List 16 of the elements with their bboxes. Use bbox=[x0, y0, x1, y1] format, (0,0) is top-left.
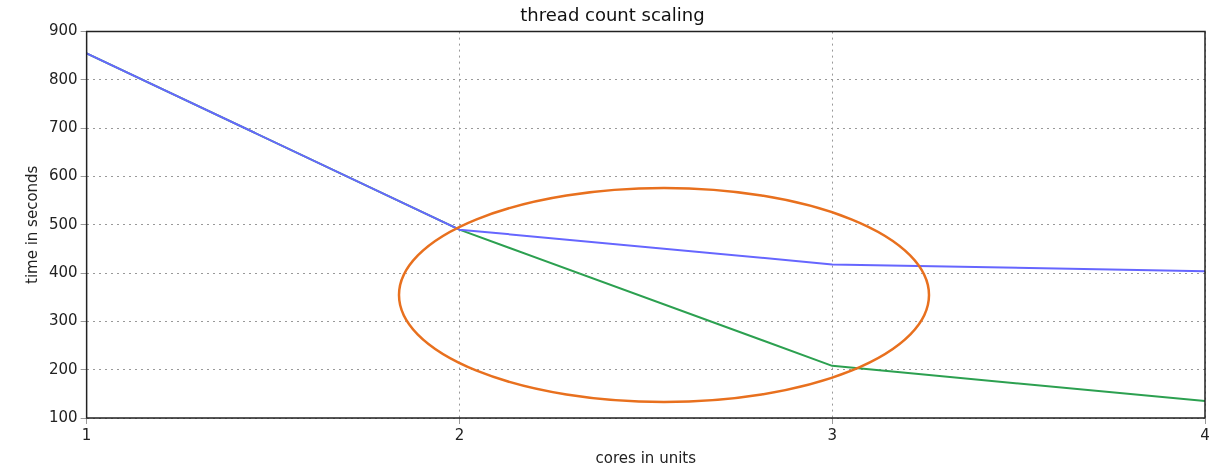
y-tick-label: 400 bbox=[48, 262, 78, 281]
y-tick-label: 900 bbox=[48, 21, 78, 40]
y-axis-title: time in seconds bbox=[22, 165, 41, 285]
y-tick-label: 700 bbox=[48, 118, 78, 137]
y-tick-label: 500 bbox=[48, 214, 78, 233]
x-tick-label: 1 bbox=[81, 425, 92, 444]
chart-title: thread count scaling bbox=[520, 4, 705, 26]
y-tick-label: 600 bbox=[48, 166, 78, 185]
y-tick-label: 100 bbox=[48, 407, 78, 426]
x-tick-label: 4 bbox=[1200, 425, 1210, 444]
x-axis-title: cores in units bbox=[595, 448, 697, 467]
x-tick-label: 2 bbox=[454, 425, 465, 444]
x-tick-label: 3 bbox=[827, 425, 837, 444]
y-tick-label: 200 bbox=[48, 359, 78, 378]
y-tick-label: 300 bbox=[48, 311, 78, 330]
y-tick-label: 800 bbox=[48, 69, 78, 88]
